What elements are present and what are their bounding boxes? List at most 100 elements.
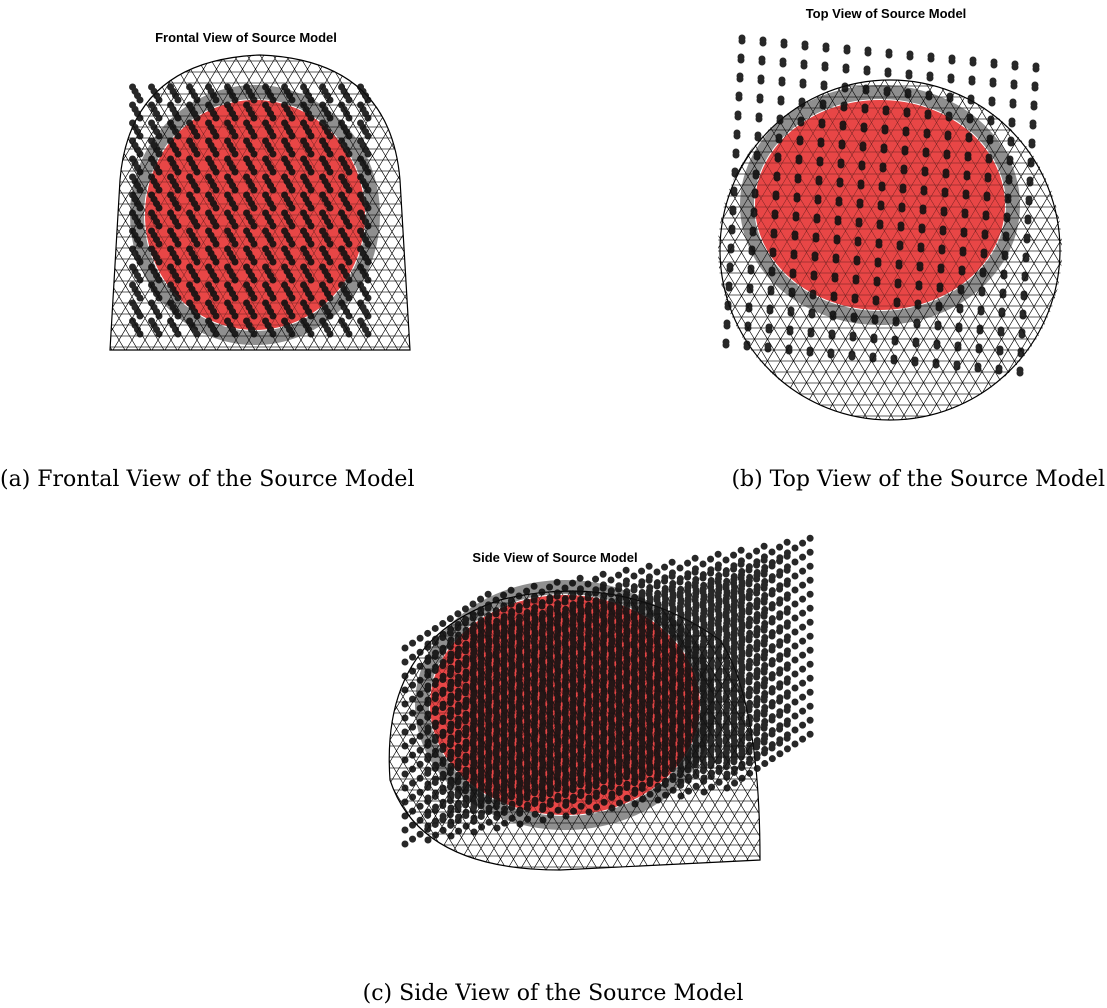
mesh-line: [504, 50, 690, 360]
mesh-line: [404, 75, 614, 425]
mesh-line: [725, 570, 908, 875]
mesh-line: [88, 570, 271, 875]
mesh-line: [0, 50, 111, 360]
mesh-line: [557, 75, 767, 425]
mesh-line: [387, 50, 573, 360]
mesh-line: [547, 75, 757, 425]
mesh-line: [1103, 75, 1107, 425]
mesh-line: [478, 50, 664, 360]
mesh-line: [218, 570, 401, 875]
mesh-line: [482, 75, 692, 425]
mesh-line: [495, 75, 705, 425]
mesh-line: [197, 570, 380, 875]
mesh-line: [847, 570, 1030, 875]
mesh-line: [544, 75, 754, 425]
mesh-line: [0, 50, 137, 360]
panel-c-image: [75, 537, 1069, 875]
panel-a-image: [0, 50, 716, 360]
mesh-line: [0, 50, 46, 360]
mesh-line: [544, 75, 754, 425]
mesh-line: [860, 570, 1043, 875]
mesh-line: [443, 75, 653, 425]
mesh-line: [873, 570, 1056, 875]
electrode-streak: [132, 86, 140, 100]
mesh-line: [205, 570, 388, 875]
mesh-line: [192, 570, 375, 875]
mesh-line: [0, 50, 72, 360]
mesh-line: [495, 75, 705, 425]
mesh-line: [101, 570, 284, 875]
mesh-line: [0, 50, 98, 360]
mesh-line: [257, 570, 440, 875]
mesh-line: [378, 75, 588, 425]
mesh-line: [756, 570, 939, 875]
mesh-line: [413, 50, 599, 360]
mesh-line: [0, 50, 33, 360]
mesh-line: [1064, 75, 1107, 425]
mesh-line: [114, 570, 297, 875]
mesh-line: [1038, 75, 1107, 425]
electrode-streak: [132, 320, 140, 334]
mesh-line: [153, 570, 336, 875]
mesh-line: [0, 50, 144, 360]
mesh-line: [456, 75, 666, 425]
mesh-line: [505, 75, 715, 425]
mesh-line: [808, 570, 991, 875]
electrode-streak: [341, 320, 349, 334]
mesh-line: [101, 570, 284, 875]
electrode-streak: [360, 86, 368, 100]
electrode-streak: [360, 284, 368, 298]
mesh-line: [140, 570, 323, 875]
mesh-line: [821, 570, 1004, 875]
mesh-line: [231, 570, 414, 875]
mesh-line: [223, 570, 406, 875]
mesh-line: [764, 570, 947, 875]
mesh-line: [491, 50, 677, 360]
mesh-line: [197, 570, 380, 875]
mesh-line: [518, 75, 728, 425]
mesh-line: [387, 50, 573, 360]
mesh-line: [426, 50, 612, 360]
mesh-line: [847, 570, 1030, 875]
electrode-streak: [170, 86, 178, 100]
mesh-line: [456, 75, 666, 425]
mesh-line: [166, 570, 349, 875]
mesh-line: [0, 50, 131, 360]
electrode-streak: [151, 86, 159, 100]
mesh-line: [1028, 75, 1107, 425]
mesh-line: [0, 50, 150, 360]
mesh-line: [166, 570, 349, 875]
mesh-line: [1090, 75, 1107, 425]
mesh-line: [1054, 75, 1107, 425]
figure: Frontal View of Source Model Top View of…: [0, 0, 1107, 1008]
mesh-line: [0, 50, 131, 360]
mesh-line: [795, 570, 978, 875]
mesh-line: [393, 50, 579, 360]
mesh-line: [508, 75, 718, 425]
mesh-line: [508, 75, 718, 425]
mesh-line: [491, 50, 677, 360]
mesh-line: [223, 570, 406, 875]
mesh-line: [0, 50, 7, 360]
mesh-line: [75, 570, 258, 875]
mesh-line: [0, 50, 20, 360]
mesh-line: [0, 50, 98, 360]
mesh-line: [0, 50, 7, 360]
mesh-line: [469, 75, 679, 425]
mesh-line: [530, 50, 716, 360]
mesh-line: [140, 570, 323, 875]
mesh-line: [1077, 75, 1107, 425]
mesh-line: [210, 570, 393, 875]
mesh-line: [517, 50, 703, 360]
mesh-line: [417, 75, 627, 425]
mesh-line: [218, 570, 401, 875]
mesh-line: [973, 75, 1107, 425]
mesh-line: [795, 570, 978, 875]
mesh-line: [821, 570, 1004, 875]
mesh-line: [834, 570, 1017, 875]
mesh-line: [860, 570, 1043, 875]
mesh-line: [413, 50, 599, 360]
mesh-line: [0, 50, 150, 360]
mesh-line: [518, 75, 728, 425]
mesh-line: [886, 570, 1069, 875]
